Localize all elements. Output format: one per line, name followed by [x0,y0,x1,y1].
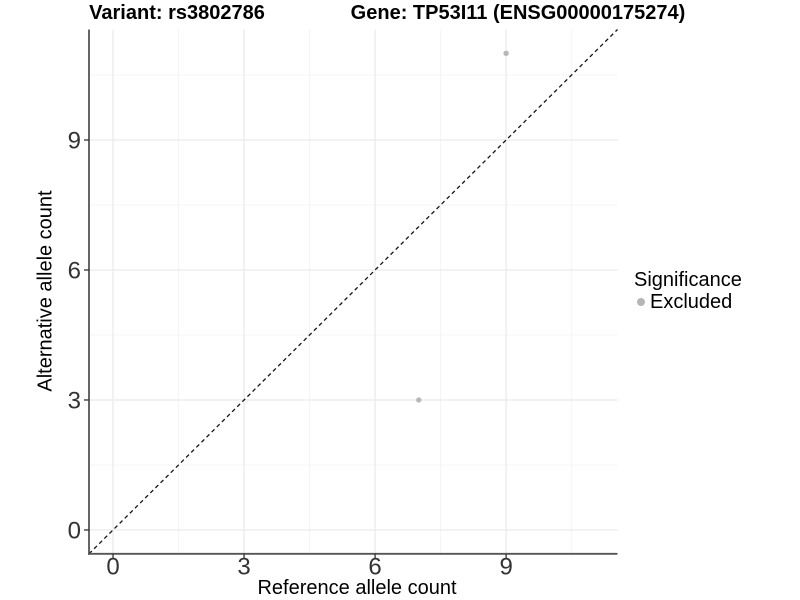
legend-entry-excluded: Excluded [634,291,742,313]
y-axis-title: Alternative allele count [34,190,57,392]
plot-title-variant: Variant: rs3802786 [89,2,265,24]
y-tick-label: 0 [68,517,81,544]
x-tick-label: 6 [368,553,381,580]
legend-point-icon [637,298,645,306]
legend-title: Significance [634,269,742,291]
x-tick-label: 3 [237,553,250,580]
y-tick-label: 3 [68,387,81,414]
x-tick-label: 9 [499,553,512,580]
plot-title-gene: Gene: TP53I11 (ENSG00000175274) [350,2,686,24]
legend-entry-label: Excluded [650,291,733,313]
x-axis-title: Reference allele count [257,577,457,599]
legend: Significance Excluded [634,269,742,313]
y-tick-label: 9 [68,127,81,154]
data-point [503,50,509,57]
identity-dashed-line [88,29,618,555]
y-tick-label: 6 [68,257,81,284]
x-tick-label: 0 [106,553,119,580]
data-point [416,397,422,403]
